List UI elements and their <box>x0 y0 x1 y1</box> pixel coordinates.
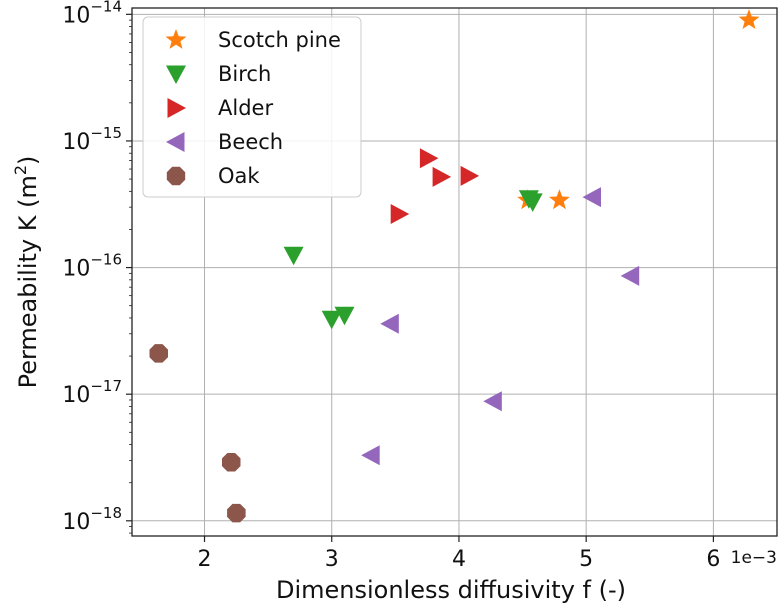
beech-point <box>380 313 399 334</box>
legend-marker-scotch-pine <box>165 29 187 49</box>
data-points <box>149 9 760 523</box>
y-tick-label: 10−15 <box>62 124 122 155</box>
y-axis-ticks: 10−18 10−17 10−16 10−15 10−14 <box>62 0 132 535</box>
beech-point <box>582 187 601 208</box>
legend-marker-alder <box>167 98 186 118</box>
y-tick-label: 10−16 <box>62 251 122 282</box>
legend-label-oak: Oak <box>218 164 260 188</box>
oak-point <box>222 453 241 472</box>
birch-point <box>283 246 304 266</box>
x-tick-label: 6 <box>706 547 720 572</box>
y-tick-label: 10−14 <box>62 0 122 28</box>
x-tick-label: 3 <box>325 547 339 572</box>
x-axis-title: Dimensionless diffusivity f (-) <box>276 576 626 604</box>
legend-label-birch: Birch <box>218 62 271 86</box>
beech-point <box>483 391 502 412</box>
alder-point <box>419 148 439 169</box>
birch-point <box>522 193 543 212</box>
y-tick-label: 10−17 <box>62 377 122 408</box>
legend: Scotch pine Birch Alder Beech Oak <box>142 16 362 198</box>
legend-marker-oak <box>166 166 186 186</box>
birch-point <box>321 310 342 330</box>
scotch-pine-point <box>549 189 570 210</box>
legend-marker-birch <box>166 65 186 84</box>
x-tick-label: 4 <box>452 547 466 572</box>
x-tick-label: 5 <box>579 547 593 572</box>
x-axis-offset-label: 1e−3 <box>731 548 777 568</box>
oak-point <box>149 344 168 363</box>
beech-point <box>361 445 380 466</box>
alder-point <box>460 165 480 186</box>
y-axis-title: Permeability K (m2) <box>11 156 42 389</box>
legend-label-alder: Alder <box>218 96 273 120</box>
beech-point <box>620 265 640 286</box>
alder-point <box>390 204 410 224</box>
x-tick-label: 2 <box>198 547 212 572</box>
scotch-pine-point <box>738 9 760 29</box>
plot-frame <box>131 7 778 537</box>
x-axis-ticks: 2 3 4 5 6 <box>198 536 720 572</box>
birch-point <box>334 306 355 326</box>
legend-box <box>142 16 362 198</box>
oak-point <box>227 503 246 523</box>
legend-label-beech: Beech <box>218 130 283 154</box>
y-tick-label: 10−18 <box>62 504 122 535</box>
legend-marker-beech <box>166 132 185 152</box>
alder-point <box>432 166 452 187</box>
legend-label-scotch-pine: Scotch pine <box>218 28 341 52</box>
